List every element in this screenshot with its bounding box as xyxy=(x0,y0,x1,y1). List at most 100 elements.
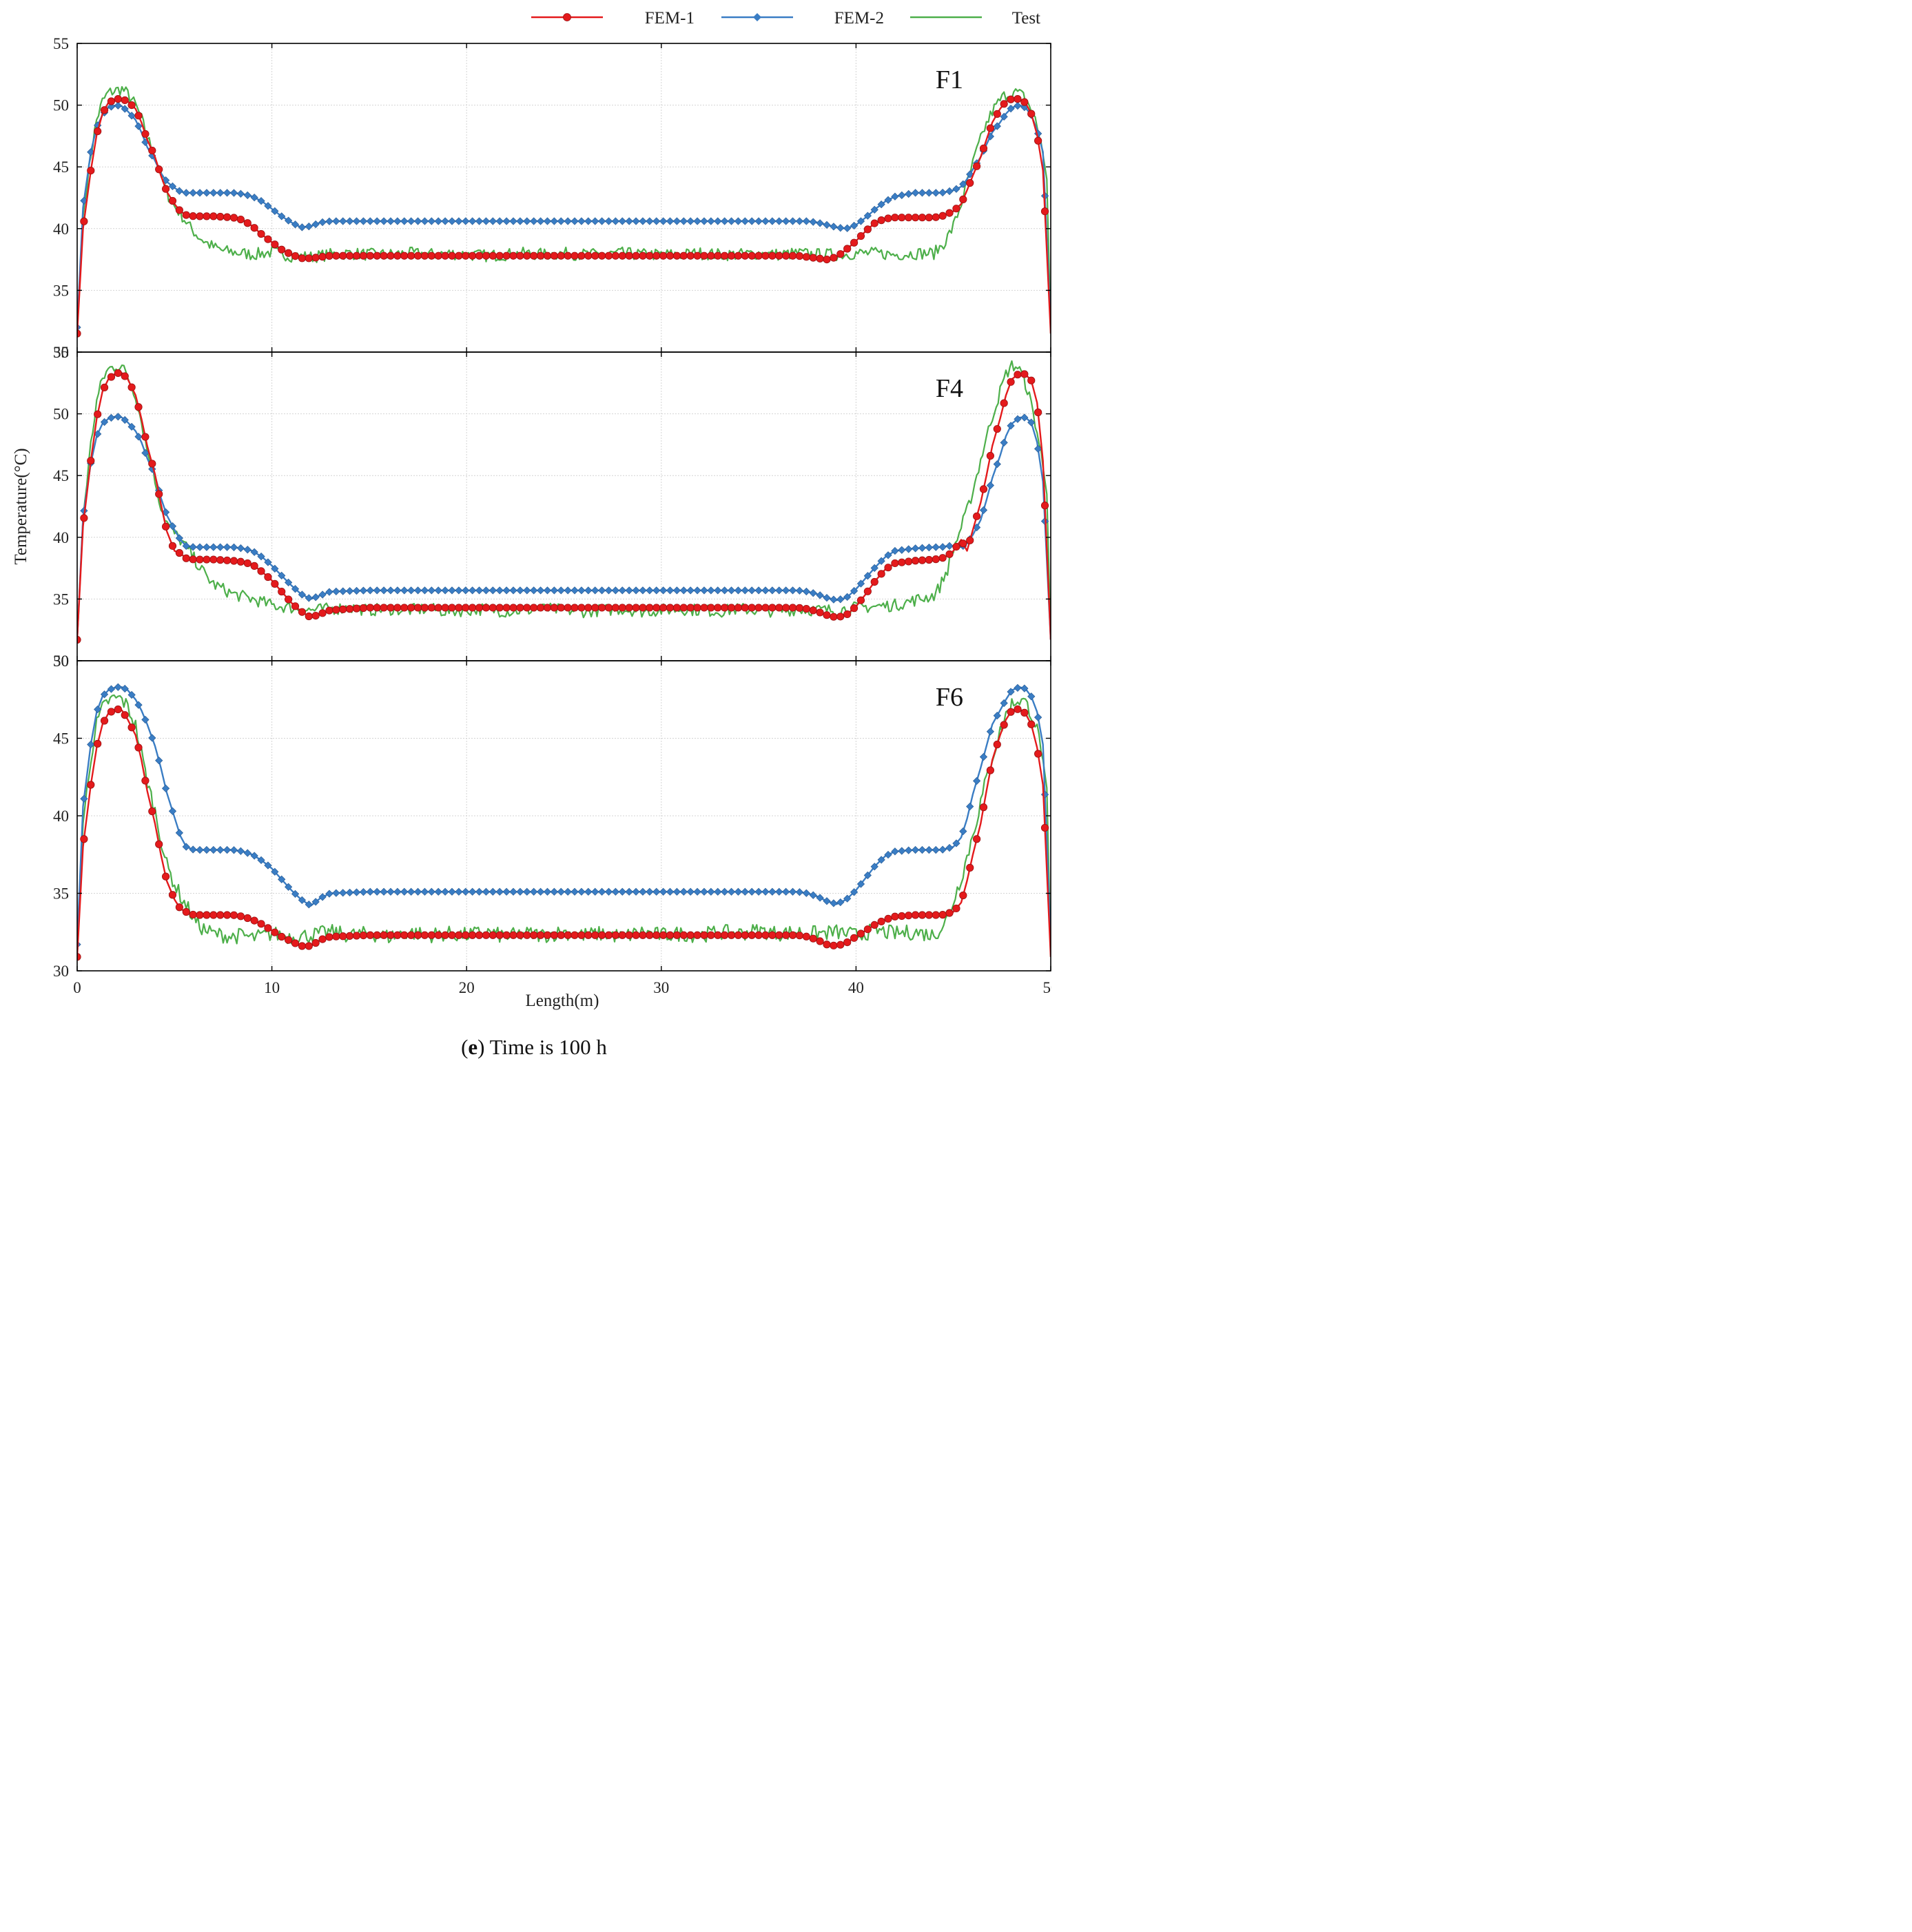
data-point-fem-2 xyxy=(700,887,708,896)
data-point-fem-2 xyxy=(611,217,620,225)
data-point-fem-2 xyxy=(564,217,572,225)
data-point-fem-1 xyxy=(693,931,701,939)
data-point-fem-2 xyxy=(168,182,177,191)
data-point-fem-2 xyxy=(114,413,122,421)
data-point-fem-1 xyxy=(257,567,265,575)
data-point-fem-1 xyxy=(836,613,845,621)
data-point-fem-2 xyxy=(809,589,817,597)
data-point-fem-2 xyxy=(236,544,245,553)
data-point-fem-1 xyxy=(782,931,790,939)
data-point-fem-2 xyxy=(570,586,579,595)
data-point-fem-1 xyxy=(516,251,524,260)
data-point-fem-2 xyxy=(196,543,204,551)
data-point-fem-2 xyxy=(346,587,354,595)
data-point-fem-1 xyxy=(250,224,258,232)
data-point-fem-1 xyxy=(905,214,913,222)
x-tick-label: 10 xyxy=(264,979,280,996)
data-point-fem-1 xyxy=(877,216,885,225)
data-point-fem-1 xyxy=(700,604,708,612)
data-point-fem-1 xyxy=(209,555,218,564)
data-point-fem-2 xyxy=(966,802,974,811)
data-point-fem-1 xyxy=(938,911,947,919)
data-point-fem-1 xyxy=(229,214,238,222)
data-point-fem-1 xyxy=(530,604,538,612)
data-point-fem-2 xyxy=(509,586,517,595)
data-point-fem-1 xyxy=(264,235,272,243)
data-point-fem-2 xyxy=(850,221,859,230)
data-point-fem-2 xyxy=(413,217,422,225)
data-point-fem-2 xyxy=(134,701,143,709)
data-point-fem-1 xyxy=(714,931,722,939)
data-point-fem-1 xyxy=(236,557,245,566)
data-point-fem-1 xyxy=(721,931,729,939)
data-point-fem-1 xyxy=(380,931,388,939)
data-point-fem-2 xyxy=(707,217,715,225)
data-point-fem-1 xyxy=(1020,708,1029,717)
data-point-fem-2 xyxy=(686,217,695,225)
data-point-fem-1 xyxy=(161,522,170,531)
data-point-fem-1 xyxy=(577,931,586,939)
data-point-fem-1 xyxy=(550,931,558,939)
data-point-fem-1 xyxy=(462,604,470,612)
data-point-fem-1 xyxy=(469,931,477,939)
data-point-fem-1 xyxy=(707,604,715,612)
data-point-fem-1 xyxy=(236,215,245,224)
y-tick-label: 35 xyxy=(53,885,69,903)
data-point-fem-2 xyxy=(659,887,668,896)
data-point-fem-1 xyxy=(598,604,606,612)
data-point-fem-1 xyxy=(666,931,675,939)
data-point-fem-1 xyxy=(707,931,715,939)
data-point-fem-2 xyxy=(475,217,484,225)
data-point-fem-1 xyxy=(134,403,143,411)
data-point-fem-1 xyxy=(216,556,225,564)
data-point-fem-1 xyxy=(161,185,170,193)
series-line-fem-1 xyxy=(77,372,1051,640)
data-point-fem-1 xyxy=(932,555,940,564)
data-point-fem-2 xyxy=(754,217,763,225)
data-point-fem-1 xyxy=(925,214,933,222)
data-point-fem-1 xyxy=(816,254,824,263)
data-point-fem-2 xyxy=(420,887,429,896)
y-tick-label: 30 xyxy=(53,652,69,670)
data-point-fem-1 xyxy=(856,596,865,604)
data-point-fem-1 xyxy=(441,931,449,939)
data-point-fem-1 xyxy=(441,604,449,612)
data-point-fem-2 xyxy=(1014,684,1022,692)
data-point-fem-1 xyxy=(285,936,293,944)
data-point-fem-1 xyxy=(100,383,109,391)
data-point-fem-2 xyxy=(1000,112,1008,121)
data-point-fem-2 xyxy=(952,185,960,193)
data-point-fem-1 xyxy=(557,931,565,939)
data-point-fem-1 xyxy=(298,254,307,263)
data-point-fem-2 xyxy=(495,217,504,225)
data-point-fem-2 xyxy=(441,586,449,595)
data-point-fem-2 xyxy=(141,449,150,457)
x-axis-title: Length(m) xyxy=(526,991,599,1010)
legend-marker xyxy=(563,13,571,21)
data-point-fem-1 xyxy=(727,604,736,612)
data-point-fem-1 xyxy=(352,251,361,260)
data-point-fem-1 xyxy=(420,251,429,260)
data-point-fem-1 xyxy=(666,604,675,612)
data-point-fem-2 xyxy=(420,586,429,595)
data-point-fem-1 xyxy=(141,777,150,785)
data-point-fem-1 xyxy=(359,604,368,613)
data-point-fem-2 xyxy=(557,217,565,225)
data-point-fem-2 xyxy=(434,217,442,225)
data-point-fem-1 xyxy=(346,605,354,613)
data-point-fem-2 xyxy=(148,734,156,742)
data-point-fem-2 xyxy=(863,871,872,880)
data-point-fem-1 xyxy=(243,914,251,923)
data-point-fem-1 xyxy=(257,920,265,928)
data-point-fem-2 xyxy=(127,690,136,699)
data-point-fem-1 xyxy=(830,254,838,262)
data-point-fem-2 xyxy=(816,591,824,599)
x-tick-label: 0 xyxy=(73,979,81,996)
data-point-fem-2 xyxy=(625,887,633,896)
data-point-fem-2 xyxy=(250,852,258,860)
data-point-fem-1 xyxy=(346,932,354,940)
data-point-fem-1 xyxy=(387,251,395,260)
data-point-fem-1 xyxy=(639,604,647,612)
data-point-fem-2 xyxy=(557,887,565,896)
data-point-fem-1 xyxy=(175,903,183,912)
